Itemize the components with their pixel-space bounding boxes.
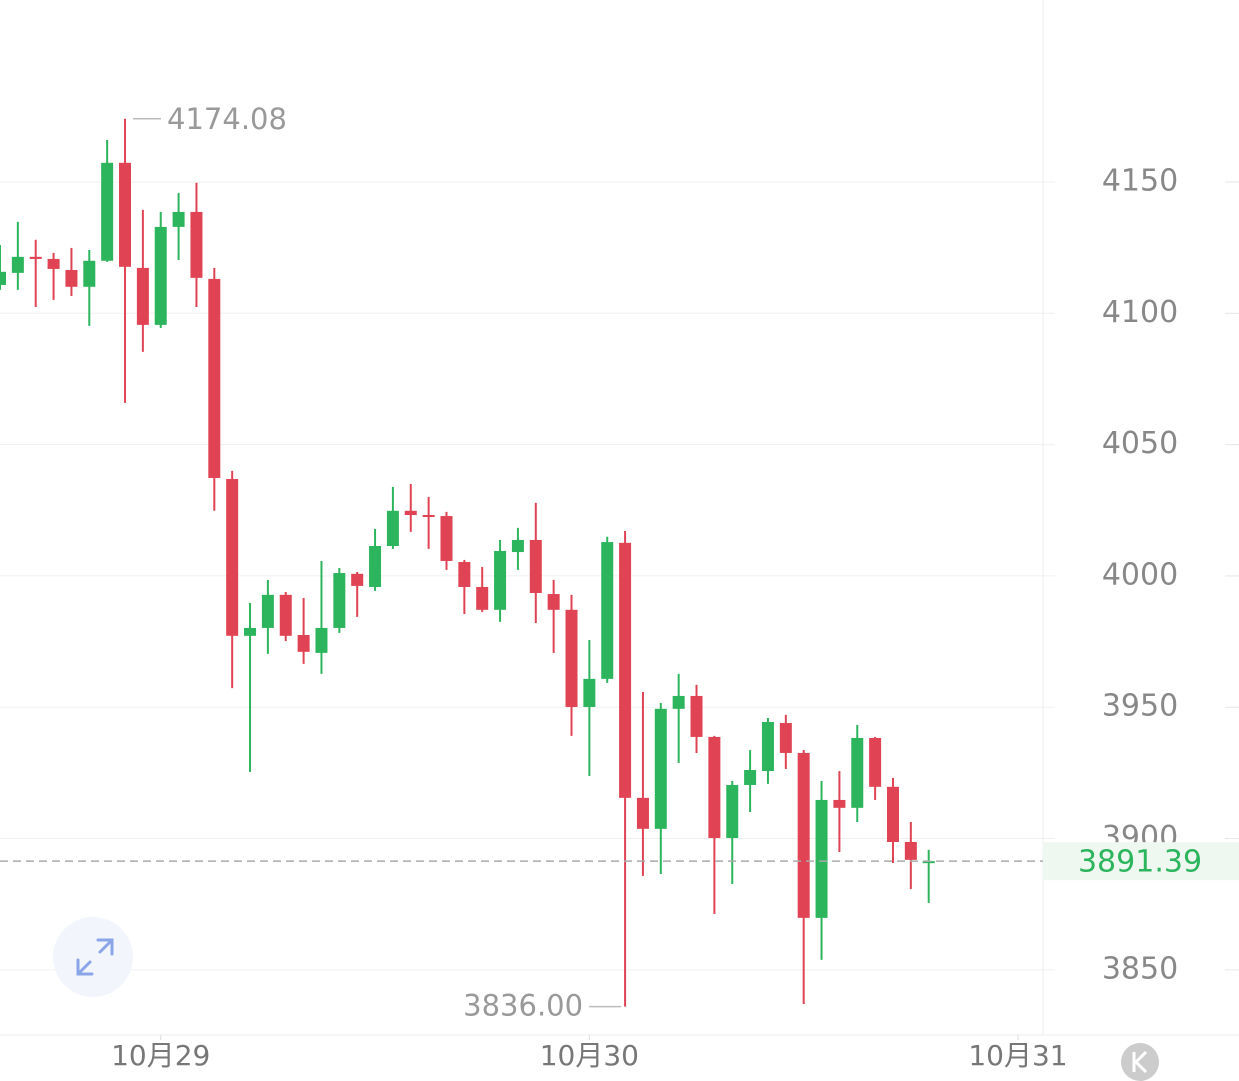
candle-body: [851, 737, 864, 808]
candle-body: [83, 260, 96, 287]
candle-body: [869, 737, 882, 787]
candle-body: [619, 542, 632, 798]
candle-body: [297, 635, 310, 652]
candle-body: [815, 799, 828, 918]
expand-button[interactable]: [53, 917, 133, 997]
y-tick-label: 4100: [1102, 295, 1178, 330]
low-label: 3836.00: [463, 989, 583, 1023]
candle-body: [136, 267, 149, 325]
y-tick-label: 4050: [1102, 426, 1178, 461]
candle-body: [672, 695, 685, 709]
candle-body: [922, 861, 935, 864]
candle-body: [886, 786, 899, 842]
candle-body: [779, 723, 792, 753]
candle-body: [351, 573, 364, 586]
candle-body: [744, 770, 757, 785]
candle-body: [29, 256, 42, 259]
candle-body: [797, 752, 810, 918]
candle-body: [565, 609, 578, 707]
candle-body: [601, 542, 614, 679]
candle-body: [583, 678, 596, 707]
candle-body: [440, 516, 453, 561]
candle-body: [226, 479, 239, 636]
candle-body: [208, 278, 221, 478]
candle-body: [333, 573, 346, 628]
candle-body: [654, 708, 667, 829]
x-tick-label: 10月29: [111, 1039, 210, 1072]
candle-body: [11, 256, 24, 273]
candle-body: [529, 539, 542, 594]
last-price-box: [1043, 842, 1239, 881]
last-price-label: 3891.39: [1078, 845, 1202, 880]
candle-body: [190, 211, 203, 278]
candle-body: [0, 271, 6, 285]
candle-body: [386, 510, 399, 546]
overlay: 4174.08 3836.00 3891.39: [0, 102, 1239, 1023]
high-label: 4174.08: [167, 102, 287, 136]
candle-body: [636, 797, 649, 829]
candle-body: [404, 510, 417, 516]
candle-body: [726, 784, 739, 839]
candle-body: [154, 226, 167, 325]
candle-body: [511, 539, 524, 553]
y-tick-label: 3950: [1102, 689, 1178, 724]
candle-body: [458, 562, 471, 587]
candle-body: [244, 627, 257, 636]
candle-body: [101, 162, 114, 261]
candles: [0, 118, 935, 1007]
candle-body: [708, 736, 721, 839]
candle-body: [65, 269, 78, 287]
candle-body: [690, 695, 703, 737]
candle-body: [422, 515, 435, 518]
candle-body: [172, 211, 185, 227]
candle-body: [119, 162, 132, 267]
candle-body: [494, 550, 507, 610]
candle-body: [47, 258, 60, 269]
x-tick-label: 10月30: [540, 1039, 639, 1072]
y-tick-label: 3850: [1102, 951, 1178, 986]
candle-body: [369, 545, 382, 587]
candle-body: [904, 841, 917, 860]
y-tick-label: 4000: [1102, 557, 1178, 592]
candle-body: [476, 586, 489, 610]
candle-body: [279, 594, 292, 636]
candle-body: [261, 594, 274, 628]
y-tick-label: 4150: [1102, 163, 1178, 198]
k-button[interactable]: [1121, 1043, 1159, 1081]
candle-body: [315, 627, 328, 653]
candle-body: [761, 721, 774, 772]
x-tick-label: 10月31: [968, 1039, 1067, 1072]
candle-body: [547, 594, 560, 610]
candle-body: [833, 799, 846, 808]
